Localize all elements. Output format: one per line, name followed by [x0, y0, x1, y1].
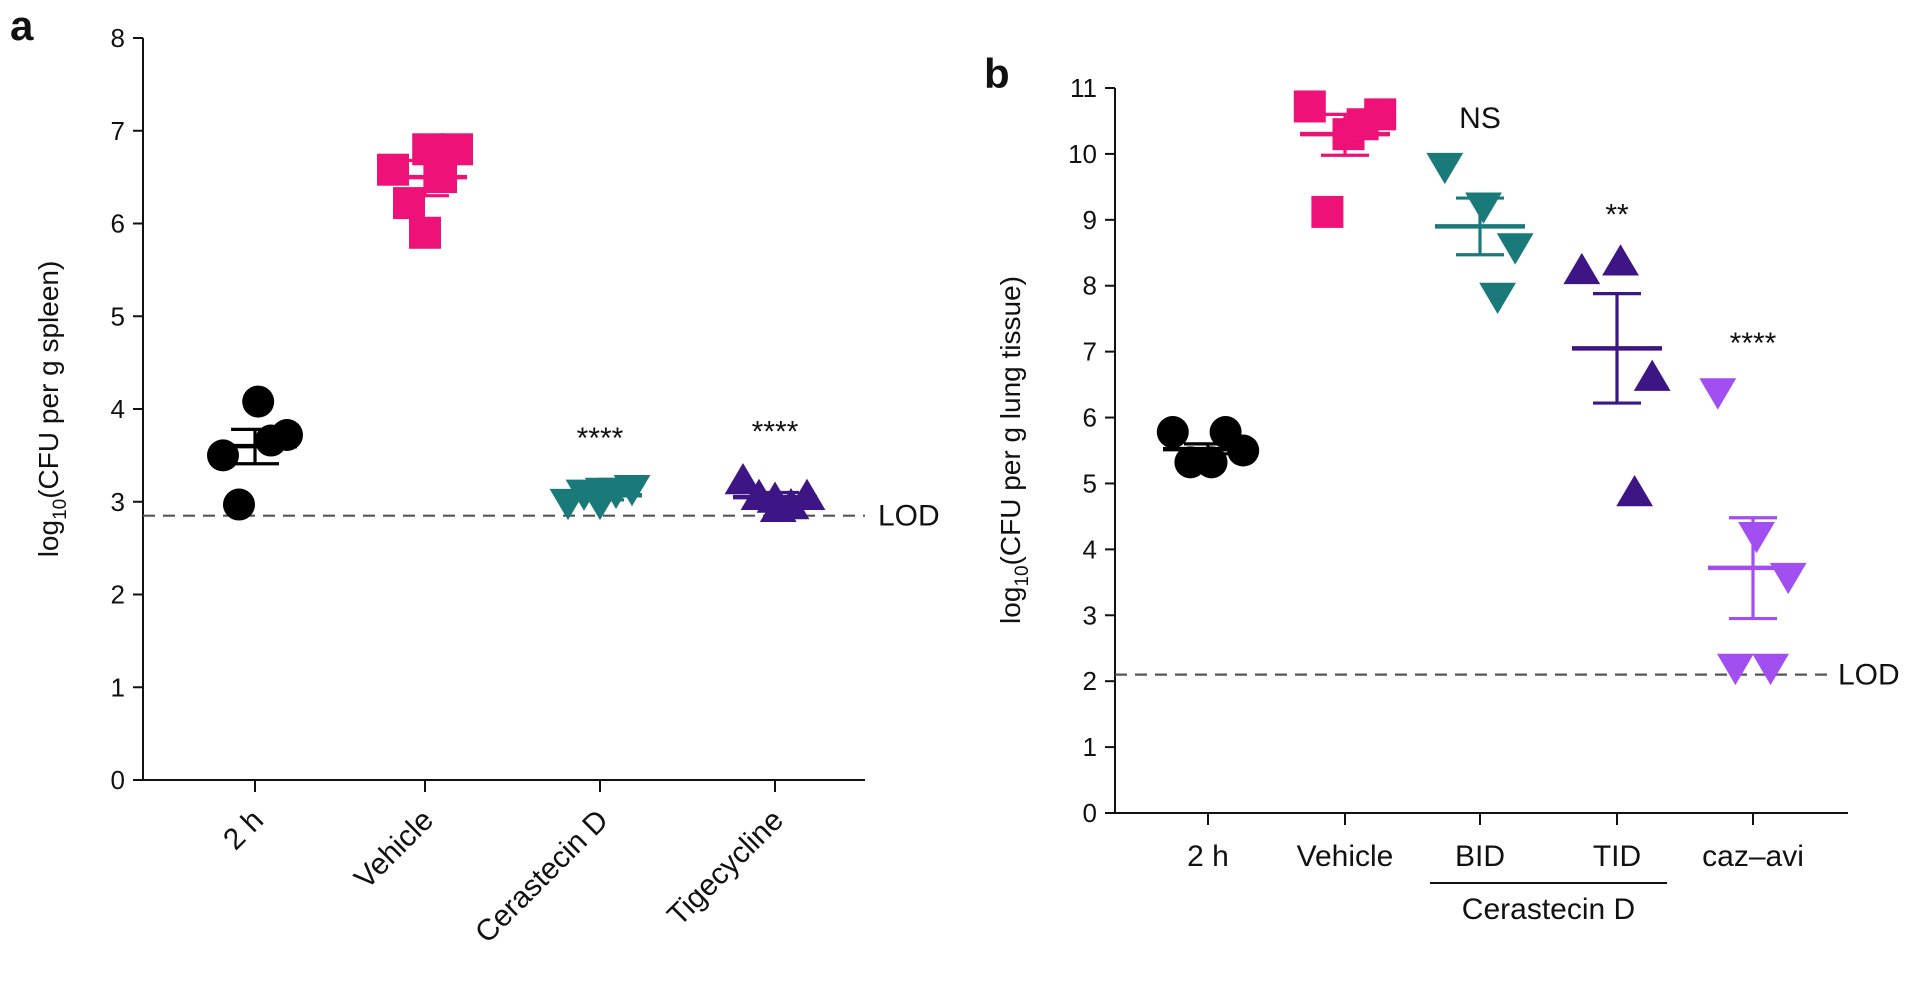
- x-tick-label: BID: [1455, 840, 1505, 873]
- data-point: [1752, 653, 1789, 686]
- data-point: [1426, 152, 1464, 185]
- y-tick-label: 6: [111, 209, 125, 239]
- y-axis-label: log10(CFU per g spleen): [33, 261, 71, 558]
- y-tick-label: 7: [1083, 337, 1097, 367]
- y-tick-label: 11: [1070, 73, 1097, 103]
- data-point: [377, 153, 409, 186]
- x-tick-label: caz–avi: [1702, 840, 1804, 873]
- data-point: [1633, 359, 1671, 391]
- y-tick-label: 1: [1083, 732, 1097, 762]
- y-tick-label: 1: [111, 672, 125, 702]
- significance-label: **: [1605, 199, 1629, 232]
- group-2 h: 2 h: [1156, 416, 1260, 873]
- y-tick-label: 5: [1083, 468, 1097, 498]
- group-Vehicle: Vehicle: [1293, 90, 1397, 873]
- y-tick-label: 0: [1083, 798, 1097, 828]
- data-point: [1465, 192, 1502, 224]
- data-point: [1616, 474, 1653, 507]
- group-Cerastecin D: Cerastecin D ****: [469, 422, 651, 950]
- data-point: [255, 424, 287, 457]
- data-point: [1602, 244, 1639, 276]
- group-BID: BID NS: [1426, 102, 1534, 873]
- data-point: [1311, 195, 1344, 228]
- y-tick-label: 8: [111, 23, 125, 53]
- data-point: [242, 385, 275, 418]
- y-tick-label: 3: [111, 487, 125, 517]
- y-tick-label: 0: [111, 765, 125, 795]
- data-point: [1563, 252, 1601, 285]
- x-tick-label: Vehicle: [348, 804, 440, 896]
- y-tick-label: 8: [1083, 271, 1097, 301]
- y-tick-label: 4: [1083, 534, 1097, 564]
- y-tick-label: 7: [111, 116, 125, 146]
- data-point: [1479, 282, 1516, 315]
- group-bracket-label: Cerastecin D: [1462, 893, 1635, 926]
- group-Tigecycline: Tigecycline ****: [661, 415, 826, 933]
- data-point: [393, 187, 425, 220]
- panel-letter: a: [10, 2, 34, 49]
- lod-label: LOD: [878, 500, 940, 533]
- y-tick-label: 3: [1083, 600, 1097, 630]
- data-point: [1738, 521, 1775, 554]
- x-tick-label: Tigecycline: [661, 804, 790, 933]
- y-tick-label: 9: [1083, 205, 1097, 235]
- data-point: [409, 216, 441, 249]
- y-tick-label: 2: [1083, 666, 1097, 696]
- y-tick-label: 6: [1083, 403, 1097, 433]
- x-tick-label: Vehicle: [1297, 840, 1394, 873]
- group-TID: TID **: [1563, 199, 1671, 873]
- data-point: [1769, 562, 1807, 595]
- group-2 h: 2 h: [207, 385, 303, 857]
- y-tick-label: 2: [111, 580, 125, 610]
- x-tick-label: TID: [1593, 840, 1641, 873]
- x-tick-label: Cerastecin D: [469, 804, 615, 950]
- data-point: [1156, 416, 1189, 449]
- data-point: [223, 488, 255, 521]
- significance-label: ****: [752, 415, 799, 448]
- data-point: [1209, 416, 1242, 449]
- x-tick-label: 2 h: [1187, 840, 1229, 873]
- data-point: [1293, 90, 1326, 123]
- data-point: [1699, 378, 1737, 410]
- y-tick-label: 4: [111, 394, 125, 424]
- significance-label: NS: [1459, 102, 1501, 135]
- panel-b: b 0 1 2 3 4 5 6 7 8 9 10 11 log10(CFU per g lung tiss…: [984, 50, 1900, 926]
- group-Vehicle: Vehicle: [348, 133, 473, 895]
- data-point: [724, 462, 762, 495]
- y-tick-label: 5: [111, 301, 125, 331]
- panel-a: a 0 1 2 3 4 5 6 7 8 log10(CFU per g spleen) LOD 2 h V…: [10, 2, 940, 950]
- significance-label: ****: [1730, 327, 1777, 360]
- data-point: [1496, 233, 1534, 265]
- x-tick-label: 2 h: [217, 804, 270, 857]
- data-point: [1717, 653, 1754, 686]
- y-axis-label: log10(CFU per g lung tissue): [995, 276, 1033, 624]
- y-tick-label: 10: [1068, 139, 1097, 169]
- lod-label: LOD: [1838, 659, 1900, 692]
- panel-letter: b: [984, 50, 1010, 97]
- significance-label: ****: [577, 422, 624, 455]
- group-caz–avi: caz–avi ****: [1699, 327, 1807, 873]
